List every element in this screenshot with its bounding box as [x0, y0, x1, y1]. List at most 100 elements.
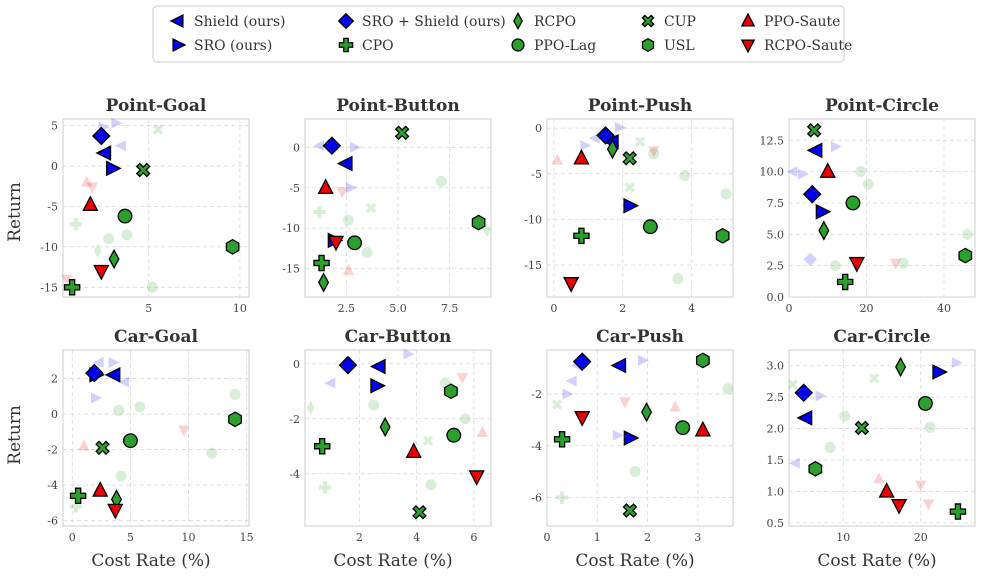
seed-point: [206, 447, 218, 459]
seed-point: [788, 457, 800, 469]
point-cpo: [63, 279, 81, 296]
seed-point: [93, 243, 102, 259]
y-tick-label: 0: [535, 122, 542, 135]
plot-area: [788, 349, 976, 527]
legend-entry-ppo-saute: PPO-Saute: [740, 12, 840, 30]
marks: [69, 356, 242, 520]
seed-point: [720, 188, 732, 200]
seed-point: [422, 435, 434, 446]
x-tick-label: 4: [413, 531, 420, 544]
point-cup: [854, 420, 870, 436]
x-tick-label: 6: [470, 531, 477, 544]
seed-point: [922, 499, 935, 511]
x-tick-label: 5.0: [389, 302, 407, 315]
legend-marker-rcpo: [513, 11, 523, 31]
point-sro-shield-ours: [596, 126, 615, 145]
y-tick-label: -6: [47, 515, 58, 528]
seed-point: [152, 124, 163, 135]
point-rcpo-saute: [93, 264, 110, 281]
point-usl: [715, 227, 730, 244]
seed-point: [342, 263, 355, 275]
point-cpo: [573, 227, 590, 245]
legend: Shield (ours) SRO (ours) SRO + Shield (our…: [152, 5, 852, 63]
point-sro-ours: [623, 430, 640, 446]
x-tick-label: 10: [182, 531, 196, 544]
point-usl: [228, 411, 242, 428]
y-tick-label: -10: [524, 213, 542, 226]
y-tick-label: -10: [282, 222, 300, 235]
legend-marker-cup: [641, 14, 655, 28]
point-ppo-lag: [347, 235, 363, 251]
seed-point: [86, 182, 98, 194]
panel-point-push: Point-Push 0 2 4 0 -5 -10 -15: [524, 96, 734, 315]
seed-point: [111, 117, 123, 129]
point-ppo-lag: [917, 395, 933, 411]
point-cpo: [836, 273, 854, 291]
seed-point: [829, 260, 842, 272]
seed-point: [962, 228, 973, 241]
seed-point: [361, 246, 373, 259]
x-tick-label: 0: [550, 302, 557, 315]
point-ppo-saute: [92, 481, 109, 497]
panel-title: Car-Circle: [833, 327, 930, 347]
point-usl: [808, 460, 823, 477]
seed-point: [562, 388, 574, 400]
seed-point: [915, 480, 927, 492]
seed-point: [555, 491, 569, 504]
seed-point: [612, 429, 624, 441]
legend-label-rcpo-saute: RCPO-Saute: [764, 38, 852, 54]
point-shield-ours: [796, 410, 813, 426]
y-tick-label: -4: [531, 440, 542, 453]
legend-entry-rcpo: RCPO: [513, 11, 576, 31]
point-ppo-saute: [317, 178, 334, 195]
y-tick-label: 10.0: [760, 166, 785, 179]
x-axis-label-3: Cost Rate (%): [575, 551, 694, 571]
marks: [306, 348, 489, 520]
point-sro-shield-ours: [338, 355, 358, 375]
point-rcpo-saute: [890, 499, 908, 515]
panel-car-circle: Car-Circle 10 20 3.0 2.5 2.0 1.5 1.0 0.5: [767, 327, 976, 544]
point-cpo: [553, 431, 571, 448]
seed-point: [114, 140, 126, 152]
y-tick-label: -4: [47, 479, 58, 492]
seed-point: [862, 178, 874, 190]
seed-point: [565, 375, 577, 387]
x-tick-label: 5: [145, 302, 152, 315]
x-tick-label: 20: [860, 302, 874, 315]
y-tick-label: -15: [282, 263, 300, 276]
point-sro-ours: [932, 364, 949, 380]
point-cup: [622, 150, 638, 166]
y-tick-label: 1.0: [767, 485, 785, 498]
point-ppo-lag: [446, 427, 462, 443]
x-tick-label: 7.5: [441, 302, 459, 315]
point-rcpo: [318, 272, 330, 293]
seed-point: [722, 383, 734, 395]
seed-point: [889, 258, 902, 270]
point-sro-shield-ours: [794, 383, 814, 403]
seed-point: [134, 401, 146, 413]
point-sro-ours: [815, 203, 832, 220]
seed-point: [786, 166, 798, 178]
point-cup: [95, 440, 110, 456]
legend-marker-shield-ours: [169, 13, 184, 29]
x-tick-label: 5: [127, 531, 134, 544]
seed-point: [476, 426, 489, 438]
legend-label-rcpo: RCPO: [534, 14, 576, 30]
x-tick-label: 0: [544, 531, 551, 544]
legend-marker-rcpo-saute: [740, 39, 756, 54]
point-cup: [622, 503, 638, 518]
x-tick-label: 4: [688, 302, 695, 315]
point-sro-shield-ours: [91, 126, 111, 146]
seed-point: [787, 379, 799, 390]
y-tick-label: -15: [40, 281, 58, 294]
seed-point: [551, 153, 564, 165]
plot-area: [546, 349, 734, 527]
panel-title: Point-Circle: [825, 96, 939, 116]
marks: [787, 356, 967, 520]
x-tick-label: 2: [644, 531, 651, 544]
x-tick-label: 40: [937, 302, 951, 315]
y-tick-label: -4: [289, 468, 300, 481]
seed-point: [672, 273, 684, 285]
y-tick-label: -6: [531, 492, 542, 505]
